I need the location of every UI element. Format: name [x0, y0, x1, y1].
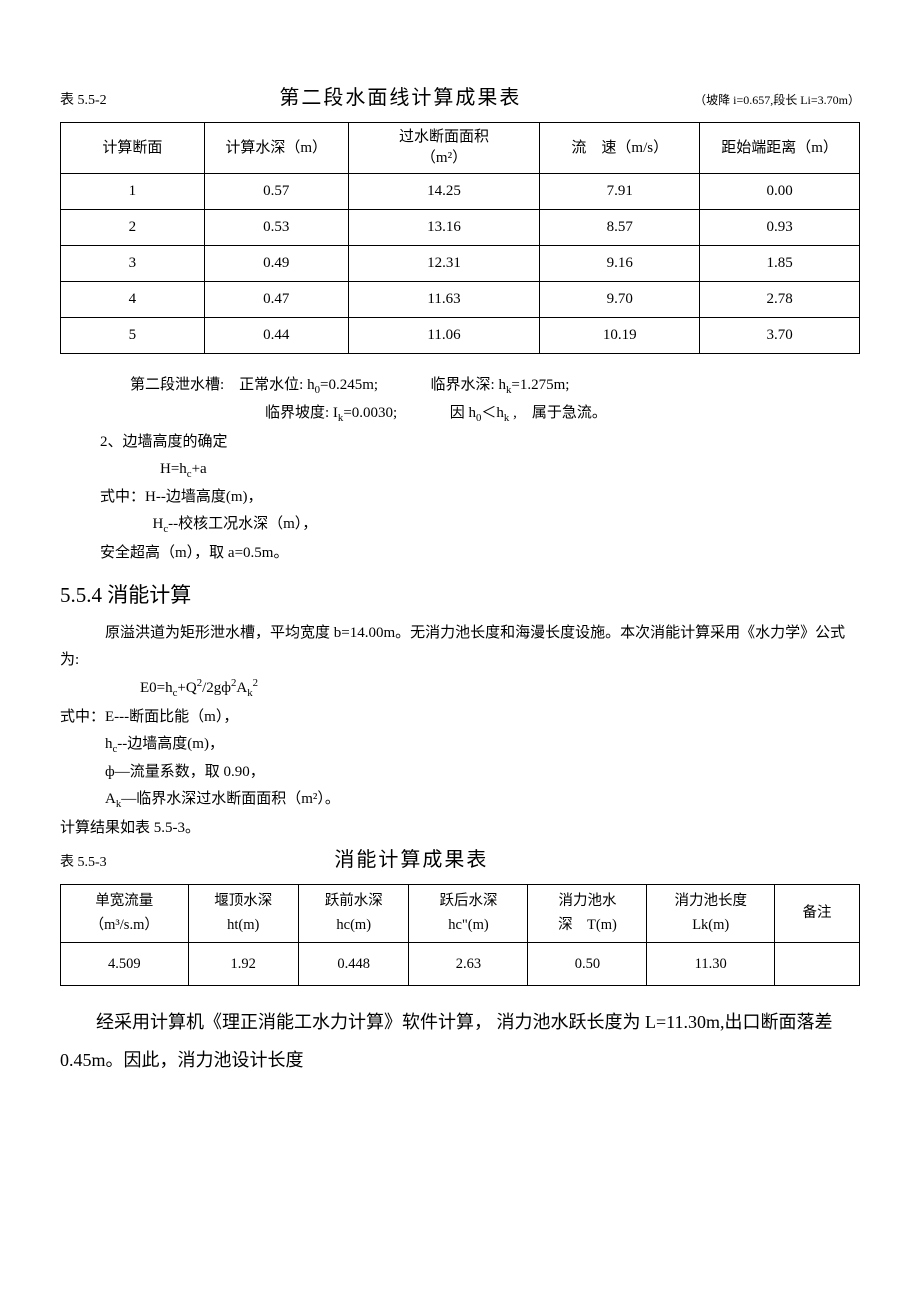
text: 第二段泄水槽: 正常水位: h [130, 377, 315, 393]
p8: 原溢洪道为矩形泄水槽，平均宽度 b=14.00m。无消力池长度和海漫长度设施。本… [60, 620, 860, 674]
table1-header: 流 速（m/s） [540, 123, 700, 174]
seg2-line1: 第二段泄水槽: 正常水位: h0=0.245m; 临界水深: hk=1.275m… [130, 372, 860, 400]
table-cell: 0.53 [204, 210, 348, 246]
table2-header: 堰顶水深ht(m) [188, 884, 298, 942]
table-cell: 0.47 [204, 282, 348, 318]
table2-number: 表 5.5-3 [60, 850, 107, 875]
table-cell: 2 [61, 210, 205, 246]
table-row: 10.5714.257.910.00 [61, 174, 860, 210]
table-row: 30.4912.319.161.85 [61, 246, 860, 282]
table-row: 50.4411.0610.193.70 [61, 318, 860, 354]
p9: 式中：E---断面比能（m）， [60, 704, 860, 731]
table-cell: 8.57 [540, 210, 700, 246]
text: +Q [177, 680, 196, 696]
table-cell: 0.44 [204, 318, 348, 354]
text: 因 h [450, 405, 476, 421]
table-cell: 0.50 [528, 943, 647, 986]
text: =1.275m; [511, 377, 569, 393]
table1-title: 第二段水面线计算成果表 [107, 80, 694, 116]
p3: 2、边墙高度的确定 [100, 429, 860, 456]
formula-H: H=hc+a [130, 456, 860, 484]
table-cell: 7.91 [540, 174, 700, 210]
formula-E0: E0=hc+Q2/2gф2Ak2 [140, 674, 860, 703]
table2-header: 跃前水深hc(m) [298, 884, 408, 942]
table-cell: 1.92 [188, 943, 298, 986]
p13: 计算结果如表 5.5-3。 [60, 815, 860, 842]
table-cell: 12.31 [348, 246, 540, 282]
table2-caption: 表 5.5-3 消能计算成果表 [60, 842, 860, 878]
p10: hc--边墙高度(m)， [105, 731, 860, 759]
heading-554: 5.5.4 消能计算 [60, 577, 860, 615]
table-cell: 13.16 [348, 210, 540, 246]
table2-header: 备注 [774, 884, 859, 942]
table-cell: 4.509 [61, 943, 189, 986]
p7: 安全超高（m），取 a=0.5m。 [100, 540, 860, 567]
table-cell: 4 [61, 282, 205, 318]
p5: 式中：H--边墙高度(m)， [100, 484, 860, 511]
text: ＜h [481, 405, 504, 421]
text: 临界坡度: I [265, 405, 338, 421]
table-cell: 5 [61, 318, 205, 354]
text: E0=h [140, 680, 173, 696]
body-text: 第二段泄水槽: 正常水位: h0=0.245m; 临界水深: hk=1.275m… [100, 372, 860, 567]
text: --边墙高度(m)， [117, 736, 224, 752]
text: /2gф [202, 680, 231, 696]
table-row: 40.4711.639.702.78 [61, 282, 860, 318]
text: =0.245m; [320, 377, 378, 393]
table1: 计算断面计算水深（m）过水断面面积（m²）流 速（m/s）距始端距离（m） 10… [60, 122, 860, 354]
sup: 2 [253, 677, 258, 689]
text: H=h [160, 461, 187, 477]
text: --校核工况水深（m）， [168, 516, 317, 532]
text: —临界水深过水断面面积（m²）。 [121, 791, 340, 807]
text: =0.0030; [343, 405, 397, 421]
table-cell: 2.78 [700, 282, 860, 318]
table-cell: 3 [61, 246, 205, 282]
table-cell: 0.93 [700, 210, 860, 246]
table-cell: 11.63 [348, 282, 540, 318]
table-cell: 2.63 [409, 943, 528, 986]
table-cell: 0.00 [700, 174, 860, 210]
table2-header: 跃后水深hc"(m) [409, 884, 528, 942]
seg2-line2: 临界坡度: Ik=0.0030; 因 h0＜hk , 属于急流。 [265, 400, 860, 428]
table-cell [774, 943, 859, 986]
table-cell: 9.16 [540, 246, 700, 282]
table1-note: （坡降 i=0.657,段长 Li=3.70m） [694, 90, 860, 112]
table-cell: 0.49 [204, 246, 348, 282]
table1-number: 表 5.5-2 [60, 88, 107, 113]
table-cell: 14.25 [348, 174, 540, 210]
text: A [105, 791, 116, 807]
text: 临界水深: h [431, 377, 506, 393]
table2: 单宽流量（m³/s.m）堰顶水深ht(m)跃前水深hc(m)跃后水深hc"(m)… [60, 884, 860, 986]
table-row: 20.5313.168.570.93 [61, 210, 860, 246]
table-cell: 1 [61, 174, 205, 210]
table-cell: 11.30 [647, 943, 775, 986]
table-cell: 11.06 [348, 318, 540, 354]
p14: 经采用计算机《理正消能工水力计算》软件计算， 消力池水跃长度为 L=11.30m… [60, 1004, 860, 1080]
p12: Ak—临界水深过水断面面积（m²）。 [105, 786, 860, 814]
text: +a [192, 461, 207, 477]
table-cell: 3.70 [700, 318, 860, 354]
table2-header: 单宽流量（m³/s.m） [61, 884, 189, 942]
table-cell: 0.57 [204, 174, 348, 210]
table-cell: 0.448 [298, 943, 408, 986]
table2-title: 消能计算成果表 [107, 842, 716, 878]
p11: ф—流量系数，取 0.90， [105, 759, 860, 786]
table2-header: 消力池长度Lk(m) [647, 884, 775, 942]
table1-caption: 表 5.5-2 第二段水面线计算成果表 （坡降 i=0.657,段长 Li=3.… [60, 80, 860, 116]
table2-header: 消力池水深 T(m) [528, 884, 647, 942]
text: H [153, 516, 164, 532]
table1-header: 计算水深（m） [204, 123, 348, 174]
table-cell: 10.19 [540, 318, 700, 354]
table-row: 4.5091.920.4482.630.5011.30 [61, 943, 860, 986]
table-cell: 9.70 [540, 282, 700, 318]
table1-header: 计算断面 [61, 123, 205, 174]
table1-header: 距始端距离（m） [700, 123, 860, 174]
text: A [236, 680, 247, 696]
text: h [105, 736, 113, 752]
table1-header: 过水断面面积（m²） [348, 123, 540, 174]
text: , 属于急流。 [509, 405, 607, 421]
table-cell: 1.85 [700, 246, 860, 282]
p6: Hc--校核工况水深（m）， [153, 511, 861, 539]
